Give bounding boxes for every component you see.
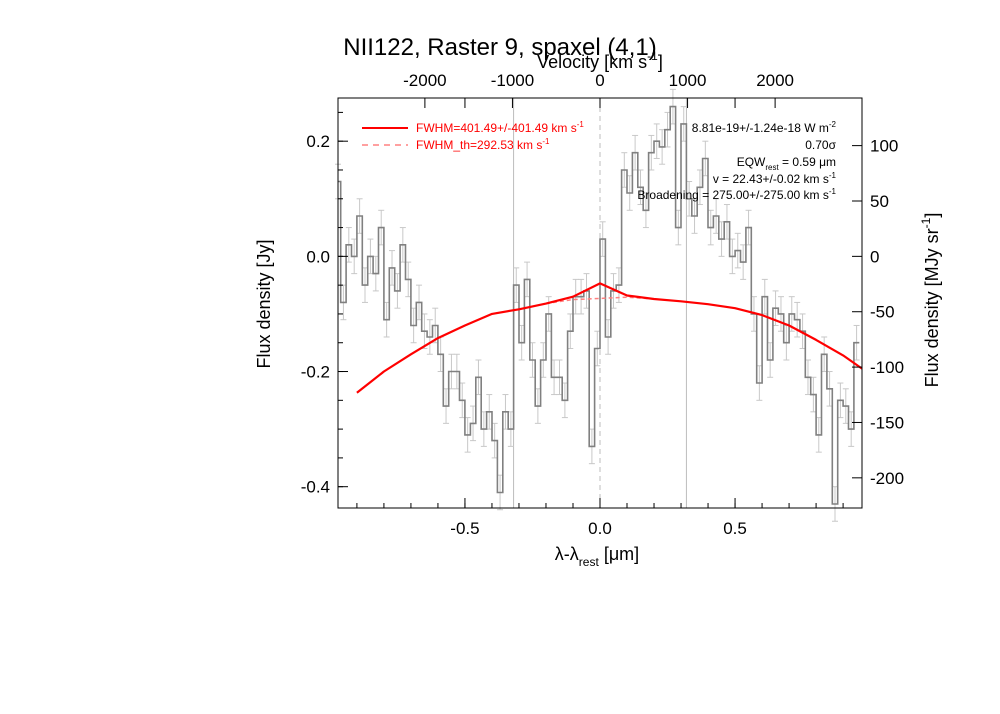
fit-annotations: 8.81e-19+/-1.24e-18 W m-2 0.70σ EQWrest … (637, 120, 836, 202)
right-tick-label: 100 (870, 137, 898, 156)
spectrum-histogram (338, 105, 860, 505)
annotation-sigma: 0.70σ (805, 138, 836, 152)
x-axis-label: λ-λrest [μm] (555, 544, 639, 569)
legend: FWHM=401.49+/-401.49 km s-1 FWHM_th=292.… (362, 120, 584, 152)
right-tick-label: 0 (870, 247, 879, 266)
annotation-flux: 8.81e-19+/-1.24e-18 W m-2 (692, 120, 837, 135)
annotation-velocity: v = 22.43+/-0.02 km s-1 (713, 171, 837, 186)
legend-label-fwhm: FWHM=401.49+/-401.49 km s-1 (416, 120, 584, 135)
annotation-eqw: EQWrest = 0.59 μm (737, 155, 836, 172)
top-tick-label: 2000 (756, 71, 794, 90)
y-tick-label: 0.0 (306, 247, 330, 266)
x-tick-label: 0.5 (723, 519, 747, 538)
fit-line (356, 282, 863, 394)
x-tick-label: 0.0 (588, 519, 612, 538)
right-tick-label: -150 (870, 413, 904, 432)
top-tick-label: -1000 (491, 71, 534, 90)
y-tick-label: -0.4 (301, 478, 330, 497)
plot-area (335, 88, 863, 522)
legend-label-fwhm-th: FWHM_th=292.53 km s-1 (416, 137, 550, 152)
axis-ticks: -0.5 0.0 0.50.20.0-0.2-0.4-2000 -1000 0 1000 2… (301, 71, 904, 538)
top-tick-label: 0 (595, 71, 604, 90)
right-tick-label: -100 (870, 358, 904, 377)
y-axis-label-right: Flux density [MJy sr-1] (919, 213, 942, 388)
top-tick-label: 1000 (669, 71, 707, 90)
top-tick-label: -2000 (403, 71, 446, 90)
right-tick-label: -50 (870, 303, 895, 322)
y-tick-label: 0.2 (306, 132, 330, 151)
annotation-broadening: Broadening = 275.00+/-275.00 km s-1 (637, 187, 836, 202)
x-tick-label: -0.5 (450, 519, 479, 538)
top-axis-label: Velocity [km s-1] (537, 49, 663, 72)
y-tick-label: -0.2 (301, 363, 330, 382)
right-tick-label: -200 (870, 469, 904, 488)
y-axis-label-left: Flux density [Jy] (254, 239, 274, 368)
right-tick-label: 50 (870, 192, 889, 211)
chart-title: NII122, Raster 9, spaxel (4,1) (343, 34, 656, 61)
